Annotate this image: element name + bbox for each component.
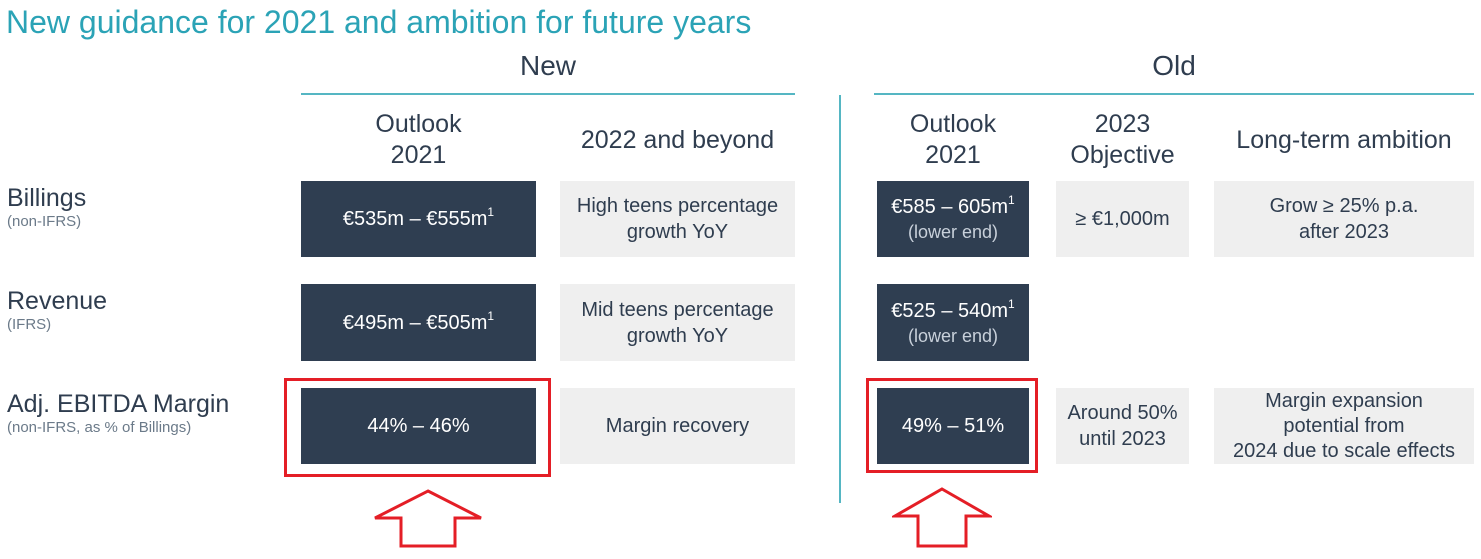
cell-revenue-old-outlook: €525 – 540m1 (lower end) — [877, 284, 1029, 361]
group-rule-old — [874, 93, 1474, 95]
cell-note: (lower end) — [907, 325, 999, 346]
group-divider — [839, 95, 841, 503]
highlight-box-old — [866, 378, 1038, 473]
cell-line: Around 50% — [1067, 402, 1178, 424]
column-header-new-beyond: 2022 and beyond — [560, 108, 795, 172]
cell-ebitda-old-objective: Around 50% until 2023 — [1056, 388, 1189, 464]
footnote-marker: 1 — [1008, 193, 1015, 208]
column-header-line: 2021 — [390, 141, 447, 169]
row-label-main: Billings — [7, 184, 87, 212]
cell-line: 2024 due to scale effects — [1232, 439, 1455, 462]
cell-line: growth YoY — [626, 324, 729, 347]
cell-line: Grow ≥ 25% p.a. — [1269, 195, 1419, 217]
column-header-new-outlook: Outlook 2021 — [301, 108, 536, 172]
cell-value: €525 – 540m — [891, 299, 1009, 322]
row-label-revenue: Revenue (IFRS) — [7, 287, 107, 335]
row-label-main: Revenue — [7, 287, 108, 315]
cell-billings-old-outlook: €585 – 605m1 (lower end) — [877, 181, 1029, 257]
column-header-text: Long-term ambition — [1236, 125, 1452, 154]
cell-line: potential from — [1283, 414, 1405, 437]
cell-value: €535m – €555m — [342, 208, 488, 230]
cell-line: growth YoY — [626, 221, 729, 243]
column-header-old-longterm: Long-term ambition — [1214, 108, 1474, 172]
cell-line: High teens percentage — [576, 195, 779, 217]
cell-revenue-new-outlook: €495m – €505m1 — [301, 284, 536, 361]
cell-billings-new-beyond: High teens percentage growth YoY — [560, 181, 795, 257]
group-rule-new — [301, 93, 795, 95]
cell-note: (lower end) — [907, 222, 999, 242]
column-header-old-outlook: Outlook 2021 — [877, 108, 1029, 172]
row-label-sub: (non-IFRS) — [7, 213, 82, 230]
column-header-line: 2023 — [1094, 110, 1151, 138]
cell-ebitda-new-outlook: 44% – 46% — [301, 388, 536, 464]
row-label-billings: Billings (non-IFRS) — [7, 184, 86, 232]
cell-line: after 2023 — [1298, 221, 1390, 243]
arrow-up-outline-icon — [374, 489, 482, 548]
cell-value: €495m – €505m — [342, 311, 488, 334]
column-header-line: Objective — [1070, 141, 1175, 169]
row-label-ebitda: Adj. EBITDA Margin (non-IFRS, as % of Bi… — [7, 390, 229, 438]
cell-billings-old-longterm: Grow ≥ 25% p.a. after 2023 — [1214, 181, 1474, 257]
footnote-marker: 1 — [487, 205, 495, 220]
group-header-old: Old — [1152, 50, 1196, 81]
cell-revenue-new-beyond: Mid teens percentage growth YoY — [560, 284, 795, 361]
cell-billings-new-outlook: €535m – €555m1 — [301, 181, 536, 257]
group-header-new: New — [519, 50, 576, 81]
cell-value: 44% – 46% — [367, 415, 470, 437]
column-header-line: Outlook — [909, 110, 997, 138]
highlight-box-new — [284, 378, 551, 477]
cell-line: until 2023 — [1079, 428, 1166, 450]
footnote-marker: 1 — [1008, 296, 1015, 311]
footnote-marker: 1 — [487, 308, 495, 323]
cell-line: Margin expansion — [1265, 389, 1423, 412]
column-header-line: 2021 — [925, 141, 981, 169]
cell-ebitda-new-beyond: Margin recovery — [560, 388, 795, 464]
cell-ebitda-old-outlook: 49% – 51% — [877, 388, 1029, 464]
cell-line: Mid teens percentage — [581, 298, 774, 321]
cell-value: ≥ €1,000m — [1075, 208, 1170, 230]
cell-value: €585 – 605m — [891, 196, 1009, 218]
row-label-sub: (IFRS) — [7, 316, 52, 333]
cell-value: Margin recovery — [605, 415, 750, 437]
row-label-sub: (non-IFRS, as % of Billings) — [7, 419, 192, 436]
column-header-text: 2022 and beyond — [580, 125, 775, 154]
cell-billings-old-objective: ≥ €1,000m — [1056, 181, 1189, 257]
arrow-up-outline-icon — [892, 487, 992, 548]
row-label-main: Adj. EBITDA Margin — [7, 390, 230, 418]
column-header-old-objective: 2023 Objective — [1056, 108, 1189, 172]
column-header-line: Outlook — [375, 110, 462, 138]
cell-value: 49% – 51% — [901, 415, 1005, 437]
cell-ebitda-old-longterm: Margin expansion potential from 2024 due… — [1214, 388, 1474, 464]
page-title: New guidance for 2021 and ambition for f… — [6, 4, 752, 40]
